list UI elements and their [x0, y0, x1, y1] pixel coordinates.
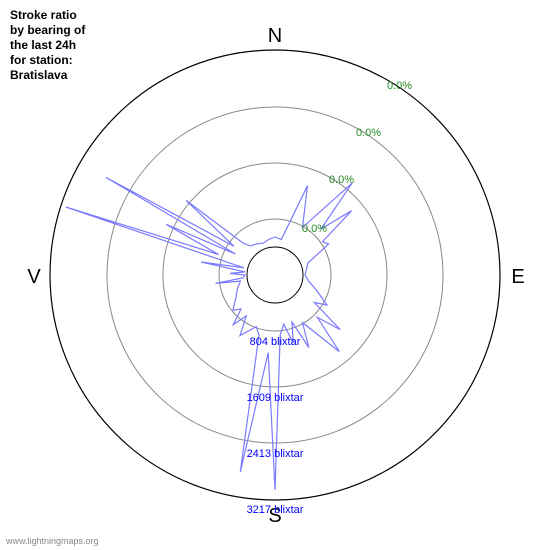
- chart-title: Stroke ratio by bearing of the last 24h …: [10, 8, 120, 83]
- ring-label: 3217 blixtar: [247, 504, 304, 516]
- compass-n: N: [268, 25, 282, 47]
- title-line: for station:: [10, 53, 73, 67]
- center-circle: [247, 247, 303, 303]
- pct-label: 0.0%: [387, 80, 412, 92]
- pct-label: 0.0%: [356, 127, 381, 139]
- compass-e: E: [511, 266, 524, 288]
- title-line: by bearing of: [10, 23, 85, 37]
- compass-v: V: [27, 266, 41, 288]
- ring-label: 804 blixtar: [250, 336, 301, 348]
- title-line: Stroke ratio: [10, 8, 77, 22]
- ring-label: 1609 blixtar: [247, 392, 304, 404]
- title-line: the last 24h: [10, 38, 76, 52]
- pct-label: 0.0%: [329, 174, 354, 186]
- pct-label: 0.0%: [302, 223, 327, 235]
- source-footer: www.lightningmaps.org: [6, 536, 99, 546]
- title-line: Bratislava: [10, 68, 67, 82]
- ring-label: 2413 blixtar: [247, 448, 304, 460]
